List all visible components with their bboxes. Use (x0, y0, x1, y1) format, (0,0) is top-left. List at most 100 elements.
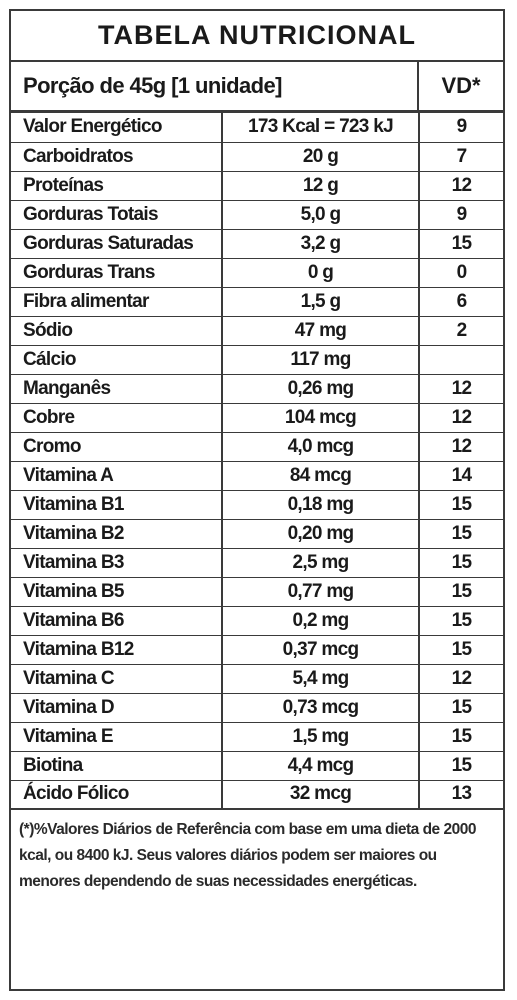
nutrient-quantity: 5,4 mg (221, 664, 419, 694)
nutrient-name: Vitamina B5 (11, 577, 222, 607)
table-row: Gorduras Saturadas 3,2 g 15 (11, 229, 503, 259)
table-row: Vitamina B2 0,20 mg 15 (11, 519, 503, 549)
nutrition-label: TABELA NUTRICIONAL Porção de 45g [1 unid… (9, 9, 505, 991)
table-row: Manganês 0,26 mg 12 (11, 374, 503, 404)
portion-label: Porção de 45g [1 unidade] (23, 73, 282, 98)
nutrient-quantity: 0,77 mg (221, 577, 419, 607)
label-title: TABELA NUTRICIONAL (11, 11, 503, 62)
nutrient-quantity: 5,0 g (221, 200, 419, 230)
table-row: Vitamina B12 0,37 mcg 15 (11, 635, 503, 665)
table-row: Proteínas 12 g 12 (11, 171, 503, 201)
nutrient-vd: 15 (418, 722, 503, 752)
nutrient-name: Vitamina B3 (11, 548, 222, 578)
nutrient-name: Gorduras Saturadas (11, 229, 222, 259)
nutrient-quantity: 104 mcg (221, 403, 419, 433)
table-row: Vitamina E 1,5 mg 15 (11, 722, 503, 752)
nutrient-vd: 2 (418, 316, 503, 346)
nutrient-vd: 15 (418, 229, 503, 259)
nutrient-name: Biotina (11, 751, 222, 781)
nutrient-vd: 15 (418, 548, 503, 578)
nutrient-quantity: 2,5 mg (221, 548, 419, 578)
table-row: Vitamina B3 2,5 mg 15 (11, 548, 503, 578)
nutrient-name: Vitamina A (11, 461, 222, 491)
nutrient-quantity: 117 mg (221, 345, 419, 375)
table-row: Vitamina D 0,73 mcg 15 (11, 693, 503, 723)
nutrient-vd: 12 (418, 403, 503, 433)
nutrient-quantity: 3,2 g (221, 229, 419, 259)
nutrient-quantity: 0,37 mcg (221, 635, 419, 665)
nutrient-quantity: 20 g (221, 142, 419, 172)
nutrient-quantity: 0,20 mg (221, 519, 419, 549)
nutrient-vd: 0 (418, 258, 503, 288)
nutrient-name: Vitamina D (11, 693, 222, 723)
vd-header: VD* (417, 62, 503, 110)
nutrient-quantity: 1,5 mg (221, 722, 419, 752)
nutrient-name: Cromo (11, 432, 222, 462)
table-row: Vitamina A 84 mcg 14 (11, 461, 503, 491)
nutrient-table: Valor Energético 173 Kcal = 723 kJ 9 Carboi… (11, 113, 503, 810)
nutrient-vd: 13 (418, 780, 503, 810)
table-row: Cromo 4,0 mcg 12 (11, 432, 503, 462)
nutrient-vd: 12 (418, 664, 503, 694)
nutrient-quantity: 173 Kcal = 723 kJ (221, 113, 419, 143)
nutrient-quantity: 47 mg (221, 316, 419, 346)
nutrient-quantity: 0,73 mcg (221, 693, 419, 723)
table-row: Vitamina B5 0,77 mg 15 (11, 577, 503, 607)
nutrient-name: Vitamina B12 (11, 635, 222, 665)
footnote: (*)%Valores Diários de Referência com ba… (19, 821, 476, 890)
nutrient-name: Vitamina C (11, 664, 222, 694)
table-row: Sódio 47 mg 2 (11, 316, 503, 346)
nutrient-quantity: 1,5 g (221, 287, 419, 317)
nutrient-vd: 12 (418, 374, 503, 404)
table-row: Valor Energético 173 Kcal = 723 kJ 9 (11, 113, 503, 143)
nutrient-quantity: 84 mcg (221, 461, 419, 491)
nutrient-vd (418, 345, 503, 375)
nutrient-name: Manganês (11, 374, 222, 404)
table-row: Vitamina B1 0,18 mg 15 (11, 490, 503, 520)
nutrient-name: Cobre (11, 403, 222, 433)
table-row: Cálcio 117 mg (11, 345, 503, 375)
nutrient-name: Vitamina B1 (11, 490, 222, 520)
nutrient-vd: 6 (418, 287, 503, 317)
nutrient-name: Vitamina B6 (11, 606, 222, 636)
nutrient-vd: 15 (418, 490, 503, 520)
nutrient-quantity: 0,26 mg (221, 374, 419, 404)
nutrient-vd: 9 (418, 113, 503, 143)
nutrient-name: Fibra alimentar (11, 287, 222, 317)
nutrient-name: Vitamina B2 (11, 519, 222, 549)
nutrient-quantity: 4,0 mcg (221, 432, 419, 462)
nutrient-vd: 12 (418, 171, 503, 201)
nutrient-name: Valor Energético (11, 113, 222, 143)
nutrient-vd: 15 (418, 606, 503, 636)
table-row: Cobre 104 mcg 12 (11, 403, 503, 433)
nutrient-vd: 15 (418, 693, 503, 723)
nutrient-vd: 15 (418, 519, 503, 549)
nutrient-quantity: 0,2 mg (221, 606, 419, 636)
table-row: Vitamina C 5,4 mg 12 (11, 664, 503, 694)
nutrient-quantity: 12 g (221, 171, 419, 201)
nutrient-vd: 9 (418, 200, 503, 230)
table-row: Ácido Fólico 32 mcg 13 (11, 780, 503, 810)
nutrient-vd: 14 (418, 461, 503, 491)
nutrient-name: Gorduras Trans (11, 258, 222, 288)
nutrient-quantity: 0 g (221, 258, 419, 288)
nutrient-name: Sódio (11, 316, 222, 346)
nutrient-name: Gorduras Totais (11, 200, 222, 230)
nutrient-name: Proteínas (11, 171, 222, 201)
nutrient-name: Vitamina E (11, 722, 222, 752)
portion-row: Porção de 45g [1 unidade] VD* (11, 62, 503, 113)
nutrient-name: Cálcio (11, 345, 222, 375)
nutrient-name: Carboidratos (11, 142, 222, 172)
nutrient-vd: 15 (418, 751, 503, 781)
nutrient-quantity: 32 mcg (221, 780, 419, 810)
table-row: Biotina 4,4 mcg 15 (11, 751, 503, 781)
nutrient-quantity: 0,18 mg (221, 490, 419, 520)
nutrient-vd: 12 (418, 432, 503, 462)
nutrient-quantity: 4,4 mcg (221, 751, 419, 781)
nutrient-vd: 15 (418, 635, 503, 665)
nutrient-vd: 7 (418, 142, 503, 172)
